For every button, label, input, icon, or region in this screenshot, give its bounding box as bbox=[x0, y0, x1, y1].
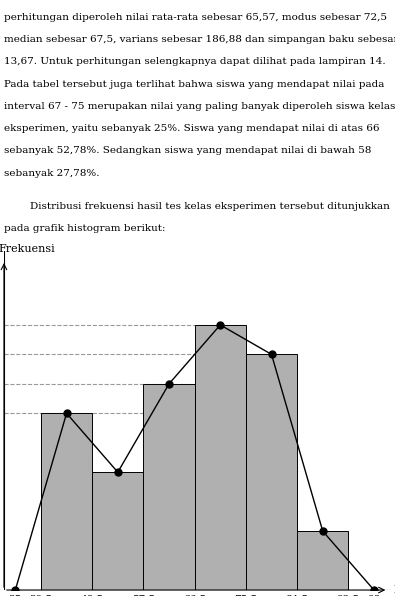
Point bbox=[115, 467, 121, 477]
Text: eksperimen, yaitu sebanyak 25%. Siswa yang mendapat nilai di atas 66: eksperimen, yaitu sebanyak 25%. Siswa ya… bbox=[4, 124, 380, 133]
Text: Pada tabel tersebut juga terlihat bahwa siswa yang mendapat nilai pada: Pada tabel tersebut juga terlihat bahwa … bbox=[4, 79, 384, 89]
Text: sebanyak 27,78%.: sebanyak 27,78%. bbox=[4, 169, 100, 178]
Text: sebanyak 52,78%. Sedangkan siswa yang mendapat nilai di bawah 58: sebanyak 52,78%. Sedangkan siswa yang me… bbox=[4, 147, 371, 156]
Text: 13,67. Untuk perhitungan selengkapnya dapat dilihat pada lampiran 14.: 13,67. Untuk perhitungan selengkapnya da… bbox=[4, 57, 386, 66]
Point bbox=[12, 585, 19, 595]
Point bbox=[371, 585, 377, 595]
Bar bbox=[143, 384, 195, 590]
Text: Frekuensi: Frekuensi bbox=[0, 244, 55, 254]
Bar bbox=[246, 355, 297, 590]
Bar bbox=[195, 325, 246, 590]
Point bbox=[166, 379, 172, 389]
Point bbox=[320, 526, 326, 536]
Point bbox=[217, 320, 224, 330]
Text: Nilai: Nilai bbox=[394, 585, 395, 595]
Text: pada grafik histogram berikut:: pada grafik histogram berikut: bbox=[4, 225, 166, 234]
Text: interval 67 - 75 merupakan nilai yang paling banyak diperoleh siswa kelas: interval 67 - 75 merupakan nilai yang pa… bbox=[4, 102, 395, 111]
Text: median sebesar 67,5, varians sebesar 186,88 dan simpangan baku sebesar: median sebesar 67,5, varians sebesar 186… bbox=[4, 35, 395, 44]
Text: perhitungan diperoleh nilai rata-rata sebesar 65,57, modus sebesar 72,5: perhitungan diperoleh nilai rata-rata se… bbox=[4, 13, 387, 21]
Text: Distribusi frekuensi hasil tes kelas eksperimen tersebut ditunjukkan: Distribusi frekuensi hasil tes kelas eks… bbox=[4, 202, 390, 211]
Point bbox=[268, 350, 275, 359]
Bar bbox=[92, 472, 143, 590]
Bar bbox=[297, 531, 348, 590]
Point bbox=[64, 408, 70, 418]
Bar bbox=[41, 413, 92, 590]
